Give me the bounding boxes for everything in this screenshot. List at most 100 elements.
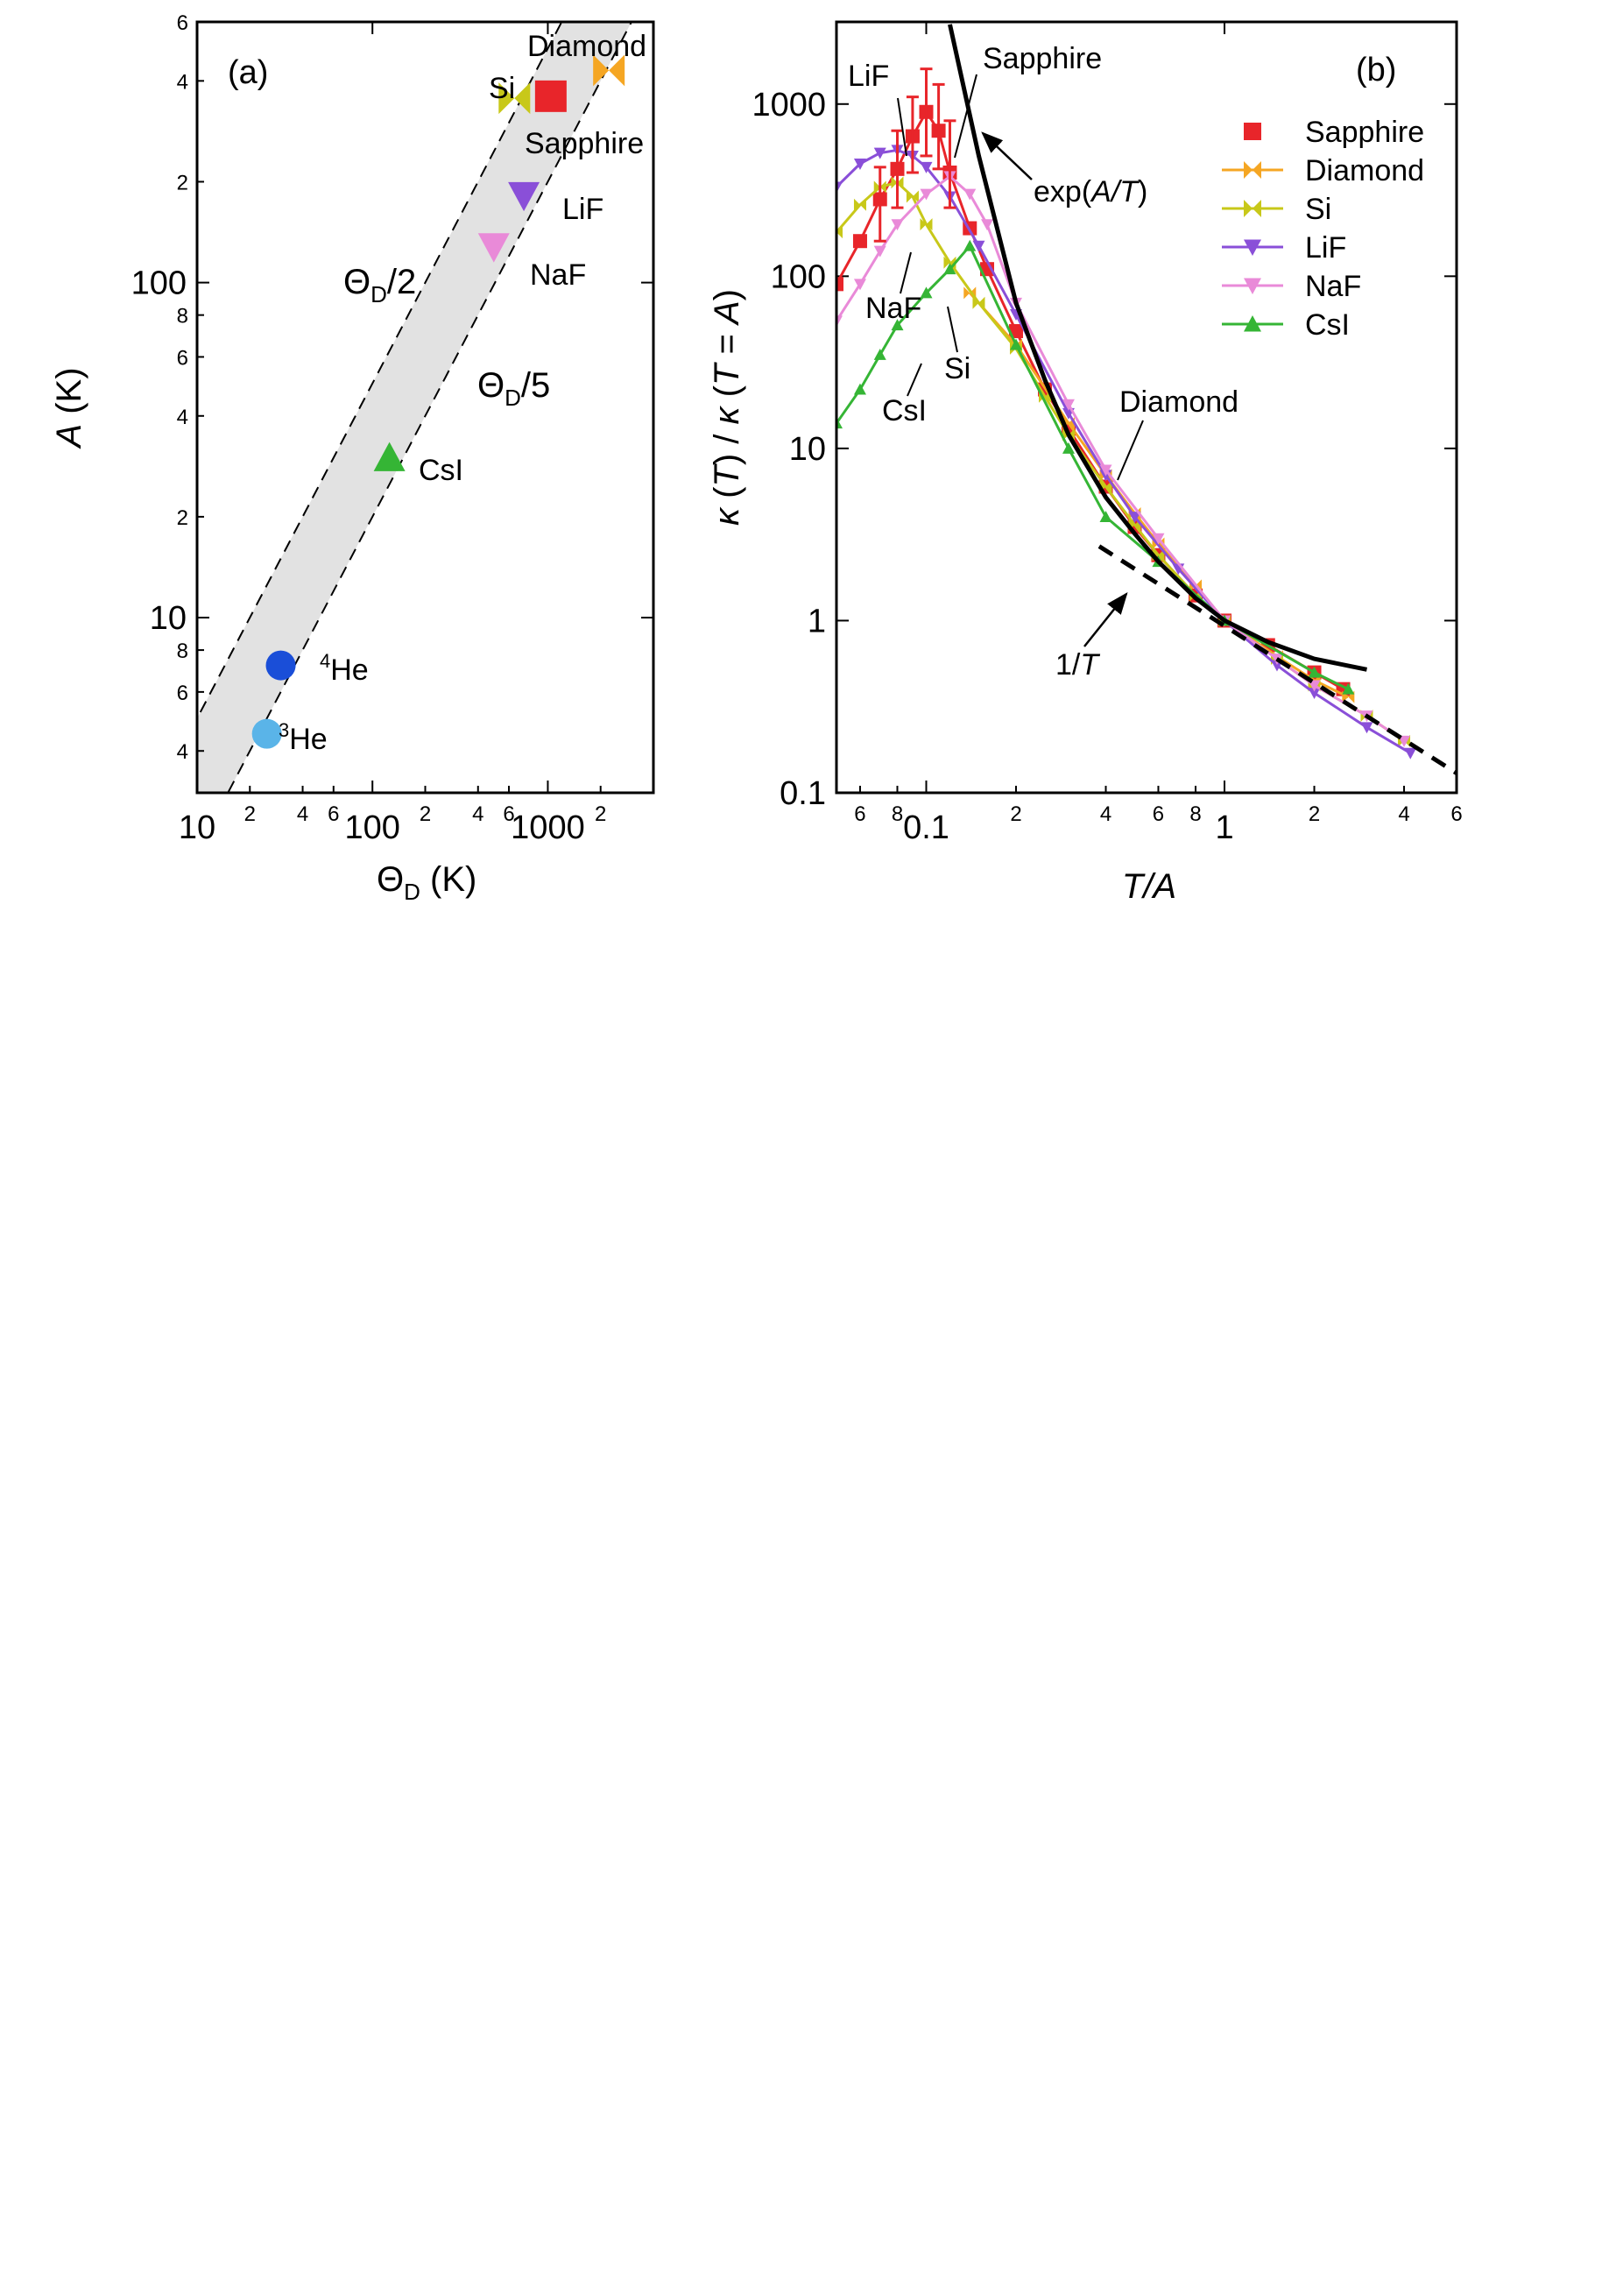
a-y-minor-label-5: 6 xyxy=(177,346,188,370)
b-point-csi-3 xyxy=(891,319,904,331)
b-inv-t-line xyxy=(1097,544,1457,775)
a-label-diamond: Diamond xyxy=(527,30,646,63)
b-point-diamond-0 xyxy=(963,286,970,300)
b-x-minor-label-0: 6 xyxy=(854,802,865,826)
b-legend-marker-si xyxy=(1244,200,1253,217)
a-point-3he xyxy=(251,718,282,749)
b-label-diamond: Diamond xyxy=(1119,385,1238,419)
b-legend-marker-sapphire xyxy=(1244,123,1261,140)
b-naf-pointer xyxy=(900,251,912,294)
a-band-lower-line xyxy=(227,22,633,793)
a-point-si-right xyxy=(514,82,531,115)
a-band-region xyxy=(197,22,633,793)
b-point-naf-0 xyxy=(836,315,843,328)
b-legend-label-diamond: Diamond xyxy=(1305,154,1424,187)
b-point-csi-8 xyxy=(1062,442,1075,454)
b-legend-marker-naf xyxy=(1244,278,1261,294)
b-point-si-1-right xyxy=(859,198,866,211)
b-point-si-2 xyxy=(873,180,880,194)
b-legend: Sapphire Diamond Si LiF NaF CsI xyxy=(1222,116,1424,342)
a-label-he4: 4He xyxy=(320,650,369,687)
b-y-tick-label-0: 0.1 xyxy=(780,775,826,812)
b-legend-marker-lif xyxy=(1244,239,1261,256)
a-x-minor-label-0: 2 xyxy=(244,802,256,826)
b-point-lif-15 xyxy=(1308,688,1321,700)
a-plot-frame xyxy=(195,20,655,795)
a-band-upper-label: ΘD/2 xyxy=(343,263,416,307)
b-x-minor-label-5: 8 xyxy=(1189,802,1201,826)
b-legend-marker-csi xyxy=(1244,315,1261,332)
a-x-tick-label-2: 1000 xyxy=(511,809,585,846)
b-plot-frame xyxy=(835,20,1458,795)
b-point-si-6 xyxy=(943,256,950,269)
b-point-sapphire-1 xyxy=(852,234,867,249)
b-point-naf-2 xyxy=(873,245,886,258)
b-point-si-7 xyxy=(972,296,979,309)
a-x-minor-label-3: 2 xyxy=(420,802,431,826)
b-legend-label-lif: LiF xyxy=(1305,231,1346,265)
b-label-si: Si xyxy=(944,352,970,385)
b-point-si-2-right xyxy=(879,180,886,194)
b-point-naf-16 xyxy=(1398,735,1411,747)
a-point-lif xyxy=(508,181,540,212)
panel-b-chart: 0.1 1 6 8 2 4 6 8 2 4 6 0.1 1 10 100 1000 (b) LiF Sapph… xyxy=(708,20,1463,906)
a-label-lif: LiF xyxy=(562,193,603,226)
b-point-csi-4 xyxy=(920,286,933,299)
b-x-axis-label: T/A xyxy=(1122,867,1176,906)
b-point-si-5-right xyxy=(926,218,933,231)
b-si-pointer xyxy=(947,306,958,353)
b-x-minor-label-7: 4 xyxy=(1398,802,1409,826)
b-point-naf-10 xyxy=(1099,464,1112,477)
a-x-tick-label-1: 100 xyxy=(345,809,400,846)
b-point-lif-7 xyxy=(972,240,985,252)
b-x-minor-label-3: 4 xyxy=(1100,802,1111,826)
b-legend-label-csi: CsI xyxy=(1305,308,1350,342)
a-y-tick-label-0: 10 xyxy=(150,600,187,637)
b-point-sapphire-0 xyxy=(836,277,843,292)
b-point-naf-14 xyxy=(1308,680,1321,692)
a-x-minor-label-1: 4 xyxy=(297,802,308,826)
a-band-upper-line xyxy=(197,22,563,721)
b-exp-arrow xyxy=(981,131,1033,180)
a-y-minor-label-0: 4 xyxy=(177,740,188,764)
b-label-inv-t: 1/T xyxy=(1055,648,1100,682)
a-y-minor-label-3: 2 xyxy=(177,506,188,530)
b-sapphire-pointer xyxy=(954,74,977,159)
b-axis-ticks: 0.1 1 6 8 2 4 6 8 2 4 6 0.1 1 10 100 1000 xyxy=(752,22,1463,846)
b-series-line-si xyxy=(836,180,1405,743)
b-point-csi-0 xyxy=(836,417,843,429)
a-point-sapphire xyxy=(534,80,567,112)
b-point-si-3 xyxy=(891,176,898,189)
b-point-lif-1 xyxy=(853,158,866,170)
b-x-minor-label-4: 6 xyxy=(1153,802,1164,826)
b-point-lif-5 xyxy=(920,161,933,173)
b-legend-marker-si-right xyxy=(1253,200,1261,217)
a-y-minor-label-4: 4 xyxy=(177,406,188,429)
b-exp-curve xyxy=(948,24,1367,672)
a-x-minor-label-4: 4 xyxy=(472,802,483,826)
b-label-exp: exp(A/T) xyxy=(1034,175,1147,208)
a-x-minor-label-5: 6 xyxy=(503,802,514,826)
b-point-naf-3 xyxy=(891,219,904,231)
b-legend-marker-diamond xyxy=(1244,161,1253,179)
a-point-si xyxy=(498,82,515,115)
b-point-csi-9 xyxy=(1099,511,1112,523)
b-x-minor-label-2: 2 xyxy=(1010,802,1021,826)
b-point-lif-2 xyxy=(873,147,886,159)
b-point-lif-17 xyxy=(1404,747,1417,759)
a-y-minor-label-9: 6 xyxy=(177,11,188,35)
b-y-tick-label-3: 100 xyxy=(771,258,826,295)
a-x-minor-label-6: 2 xyxy=(595,802,606,826)
b-point-csi-5 xyxy=(943,263,956,275)
a-x-axis-label: ΘD (K) xyxy=(377,860,476,905)
a-band-lower-label: ΘD/5 xyxy=(477,366,550,411)
a-data-points xyxy=(251,54,625,749)
a-label-si: Si xyxy=(489,72,515,105)
b-y-axis-label: κ (T) / κ (T = A) xyxy=(708,289,746,526)
b-point-lif-0 xyxy=(836,181,843,194)
a-y-minor-label-1: 6 xyxy=(177,682,188,705)
b-legend-label-sapphire: Sapphire xyxy=(1305,116,1424,149)
b-reference-curves xyxy=(948,24,1457,775)
